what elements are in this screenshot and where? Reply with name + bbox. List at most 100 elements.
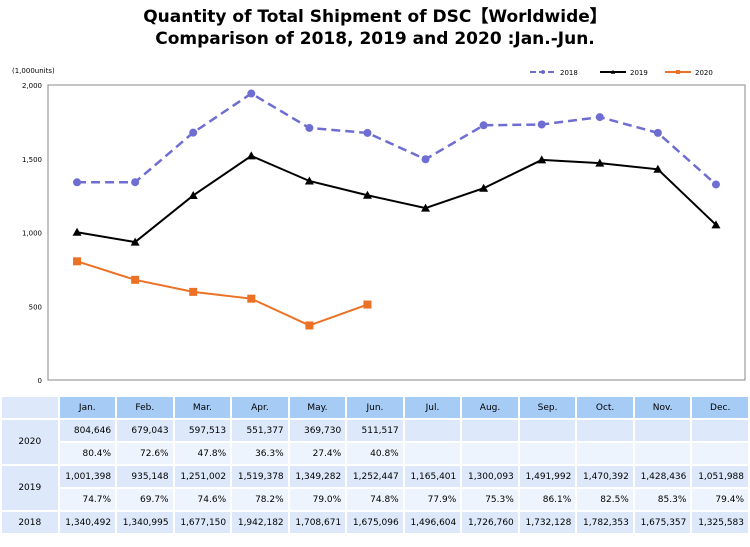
month-header: Jan. xyxy=(59,397,116,418)
percent-cell: 78.2% xyxy=(232,489,288,510)
data-point-2020 xyxy=(305,321,314,330)
data-point-2018 xyxy=(479,121,488,130)
percent-cell: 85.3% xyxy=(634,489,691,510)
data-point-2019 xyxy=(188,190,198,199)
month-header: May. xyxy=(289,397,346,418)
percent-cell: 72.6% xyxy=(117,443,173,464)
data-point-2019 xyxy=(362,190,372,199)
legend-label-2019: 2019 xyxy=(630,69,648,77)
data-point-2018 xyxy=(421,155,430,164)
month-header: Dec. xyxy=(692,397,748,418)
year-cell: 2018 xyxy=(2,512,58,533)
legend-marker-2018 xyxy=(541,70,545,74)
percent-cell: 74.6% xyxy=(174,489,231,510)
units-cell: 1,340,995 xyxy=(117,512,173,533)
data-point-2020 xyxy=(131,275,140,284)
percent-cell: 36.3% xyxy=(232,443,288,464)
units-cell: 1,782,353 xyxy=(577,512,633,533)
plot-area xyxy=(47,84,746,381)
data-point-2018 xyxy=(363,128,372,137)
units-cell xyxy=(404,420,461,441)
data-point-2019 xyxy=(72,227,82,236)
units-cell: 1,051,988 xyxy=(692,466,748,487)
percent-cell: 74.8% xyxy=(347,489,403,510)
units-cell: 1,300,093 xyxy=(462,466,518,487)
title-line-1: Quantity of Total Shipment of DSC【Worldw… xyxy=(143,7,607,27)
data-point-2018 xyxy=(305,123,314,132)
percent-cell: 27.4% xyxy=(289,443,346,464)
month-header: Aug. xyxy=(462,397,518,418)
units-cell: 1,491,992 xyxy=(519,466,576,487)
month-header: Nov. xyxy=(634,397,691,418)
month-header: Jun. xyxy=(347,397,403,418)
percent-cell: 86.1% xyxy=(519,489,576,510)
data-point-2019 xyxy=(595,158,605,167)
units-cell: 935,148 xyxy=(117,466,173,487)
units-cell: 1,675,096 xyxy=(347,512,403,533)
data-point-2019 xyxy=(711,220,721,229)
table-row-percent: 74.7% 69.7% 74.6% 78.2% 79.0% 74.8% 77.9% 75.3%… xyxy=(2,489,748,510)
percent-cell: 40.8% xyxy=(347,443,403,464)
data-point-2019 xyxy=(421,203,431,212)
units-cell xyxy=(692,420,748,441)
units-cell: 1,732,128 xyxy=(519,512,576,533)
legend-label-2018: 2018 xyxy=(560,69,578,77)
table-row-units: 2020 804,646 679,043 597,513 551,377 369,730 5… xyxy=(2,420,748,464)
percent-cell: 79.4% xyxy=(692,489,748,510)
units-cell: 1,252,447 xyxy=(347,466,403,487)
y-axis-label: (1,000units) xyxy=(12,67,55,75)
title-line-2: Comparison of 2018, 2019 and 2020 :Jan.-… xyxy=(155,29,595,49)
units-cell: 1,675,357 xyxy=(634,512,691,533)
units-cell: 1,340,492 xyxy=(59,512,116,533)
legend-label-2020: 2020 xyxy=(695,69,713,77)
units-cell: 1,942,182 xyxy=(232,512,288,533)
data-point-2019 xyxy=(246,151,256,160)
y-tick-label: 1,000 xyxy=(22,230,42,238)
units-cell: 1,470,392 xyxy=(577,466,633,487)
units-cell xyxy=(519,420,576,441)
percent-cell: 69.7% xyxy=(117,489,173,510)
month-header: Feb. xyxy=(117,397,173,418)
units-cell xyxy=(462,420,518,441)
units-cell: 1,519,378 xyxy=(232,466,288,487)
month-header: Oct. xyxy=(577,397,633,418)
y-tick-label: 2,000 xyxy=(22,82,42,90)
table-row-percent: 80.4% 72.6% 47.8% 36.3% 27.4% 40.8% xyxy=(2,443,748,464)
units-cell: 1,496,604 xyxy=(404,512,461,533)
data-point-2019 xyxy=(479,183,489,192)
year-cell: 2019 xyxy=(2,466,58,510)
units-cell: 1,677,150 xyxy=(174,512,231,533)
month-header: Mar. xyxy=(174,397,231,418)
percent-cell: 47.8% xyxy=(174,443,231,464)
data-point-2018 xyxy=(595,113,604,122)
data-table: Jan. Feb. Mar. Apr. May. Jun. Jul. Aug. Sep. Oct.… xyxy=(0,395,750,535)
data-point-2020 xyxy=(73,257,82,266)
month-header: Sep. xyxy=(519,397,576,418)
percent-cell xyxy=(634,443,691,464)
month-header: Jul. xyxy=(404,397,461,418)
units-cell: 1,165,401 xyxy=(404,466,461,487)
chart-title: Quantity of Total Shipment of DSC【Worldw… xyxy=(0,6,750,50)
y-tick-label: 500 xyxy=(29,303,42,311)
series-line-2019 xyxy=(76,154,717,244)
data-point-2019 xyxy=(653,164,663,173)
percent-cell: 79.0% xyxy=(289,489,346,510)
units-cell: 1,251,002 xyxy=(174,466,231,487)
data-point-2018 xyxy=(73,178,82,187)
data-point-2020 xyxy=(247,294,256,303)
percent-cell: 80.4% xyxy=(59,443,116,464)
year-cell: 2020 xyxy=(2,420,58,464)
table-header-row: Jan. Feb. Mar. Apr. May. Jun. Jul. Aug. Sep. Oct.… xyxy=(2,397,748,418)
units-cell: 1,001,398 xyxy=(59,466,116,487)
units-cell: 511,517 xyxy=(347,420,403,441)
table-row-units: 2019 1,001,398 935,148 1,251,002 1,519,378 1,… xyxy=(2,466,748,510)
legend-marker-2019 xyxy=(610,69,616,74)
y-tick-label: 0 xyxy=(38,377,42,385)
units-cell: 1,428,436 xyxy=(634,466,691,487)
data-point-2020 xyxy=(189,287,198,296)
percent-cell xyxy=(462,443,518,464)
units-cell xyxy=(634,420,691,441)
data-point-2019 xyxy=(130,237,140,246)
line-chart: 0 500 1,000 1,500 2,000 (1,000units) 2018 2019 2… xyxy=(12,67,746,385)
month-header: Apr. xyxy=(232,397,288,418)
